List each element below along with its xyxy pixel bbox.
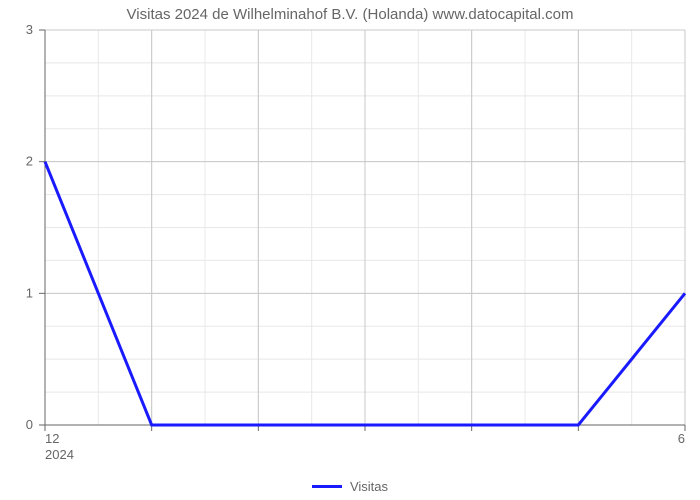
chart-title: Visitas 2024 de Wilhelminahof B.V. (Hola… bbox=[0, 6, 700, 23]
x-sub-label: 2024 bbox=[45, 447, 74, 462]
y-tick-label: 2 bbox=[26, 154, 33, 169]
x-tick-label: 6 bbox=[678, 431, 685, 446]
legend-label: Visitas bbox=[350, 479, 388, 494]
x-tick-label: 12 bbox=[45, 431, 59, 446]
legend-item-visitas: Visitas bbox=[312, 479, 388, 494]
y-tick-label: 1 bbox=[26, 285, 33, 300]
legend: Visitas bbox=[0, 475, 700, 494]
line-chart: 0123 1262024 bbox=[0, 0, 700, 500]
y-tick-label: 3 bbox=[26, 22, 33, 37]
legend-swatch bbox=[312, 485, 342, 488]
y-tick-label: 0 bbox=[26, 417, 33, 432]
